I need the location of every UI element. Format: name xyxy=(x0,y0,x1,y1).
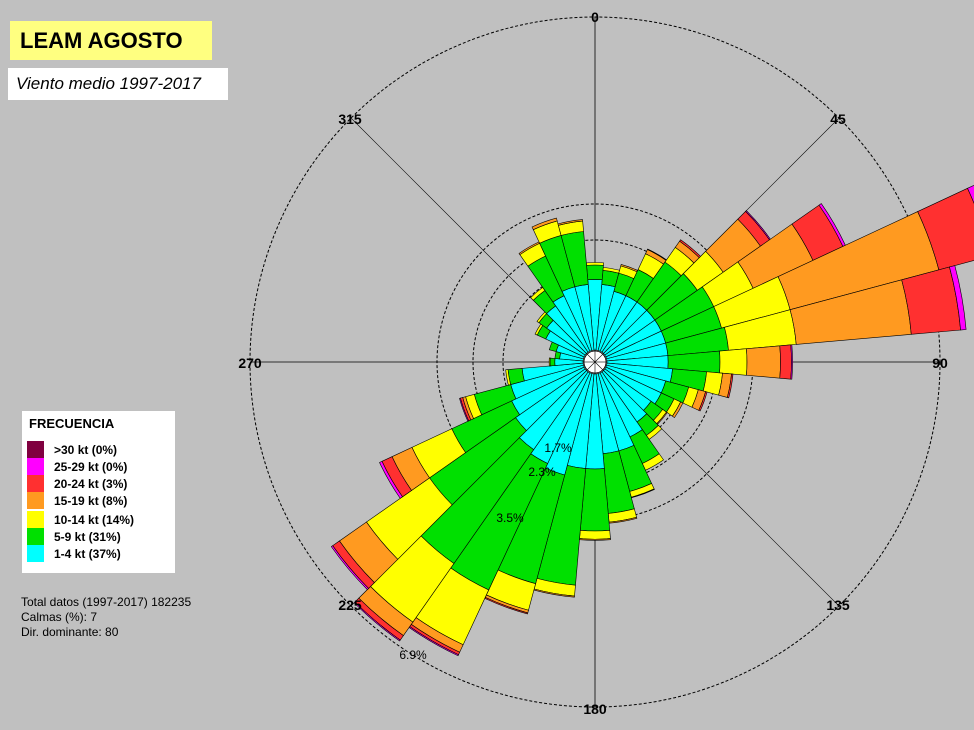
sector-270-class-2 xyxy=(548,357,551,367)
ring-label: 2.3% xyxy=(528,465,556,479)
sector-110-class-4 xyxy=(698,391,708,412)
direction-label-225: 225 xyxy=(338,597,362,613)
legend-item: 1-4 kt (37%) xyxy=(27,545,121,562)
sector-80-class-5 xyxy=(949,265,967,331)
chart-subtitle: Viento medio 1997-2017 xyxy=(8,68,228,100)
legend-label: 10-14 kt (14%) xyxy=(54,512,135,527)
legend-label: 25-29 kt (0%) xyxy=(54,459,128,474)
sector-0-class-1 xyxy=(586,264,604,281)
sector-180-class-2 xyxy=(579,530,611,540)
legend-swatch xyxy=(27,545,44,562)
sector-250-class-5 xyxy=(459,397,470,422)
legend-item: 5-9 kt (31%) xyxy=(27,528,121,545)
legend-swatch xyxy=(27,528,44,545)
direction-label-270: 270 xyxy=(238,355,262,371)
stats-calms: Calmas (%): 7 xyxy=(21,610,98,624)
legend-swatch xyxy=(27,458,44,475)
ring-label: 3.5% xyxy=(496,511,524,525)
sector-350-class-3 xyxy=(557,219,583,226)
legend-item: 10-14 kt (14%) xyxy=(27,511,134,528)
ring-label: 6.9% xyxy=(399,648,427,662)
sector-90-class-2 xyxy=(719,348,748,376)
stats-block: Total datos (1997-2017) 182235 Calmas (%… xyxy=(21,595,191,640)
chart-title: LEAM AGOSTO xyxy=(10,21,212,60)
legend-item: 25-29 kt (0%) xyxy=(27,458,127,475)
sector-240-class-5 xyxy=(379,460,403,499)
center-tick xyxy=(587,361,596,370)
sector-90-class-5 xyxy=(790,344,793,380)
legend: FRECUENCIA >30 kt (0%) 25-29 kt (0%) 20-… xyxy=(22,411,175,573)
sector-270-class-1 xyxy=(549,357,556,367)
legend-label: 1-4 kt (37%) xyxy=(54,546,121,561)
direction-label-45: 45 xyxy=(830,111,846,127)
center-tick xyxy=(587,354,596,363)
sector-90-class-3 xyxy=(746,345,781,379)
chart-direction-labels: 0 45 90 135 180 225 270 315 xyxy=(238,9,948,717)
sector-230-class-5 xyxy=(330,545,369,591)
direction-label-0: 0 xyxy=(591,9,599,25)
legend-item: 20-24 kt (3%) xyxy=(27,475,127,492)
chart-sectors xyxy=(330,184,974,657)
legend-item: 15-19 kt (8%) xyxy=(27,492,127,509)
sector-70-class-5 xyxy=(967,184,974,204)
stats-total: Total datos (1997-2017) 182235 xyxy=(21,595,192,609)
legend-item: >30 kt (0%) xyxy=(27,441,117,458)
direction-label-315: 315 xyxy=(338,111,362,127)
legend-swatch xyxy=(27,441,44,458)
chart-ring-labels: 1.7% 2.3% 3.5% 6.9% xyxy=(399,441,572,662)
sector-100-class-4 xyxy=(726,373,734,399)
sector-260-class-2 xyxy=(505,369,512,386)
center-tick xyxy=(594,361,603,370)
legend-label: 5-9 kt (31%) xyxy=(54,529,121,544)
center-tick xyxy=(594,354,603,363)
legend-swatch xyxy=(27,511,44,528)
sector-90-class-4 xyxy=(779,344,792,380)
direction-label-135: 135 xyxy=(826,597,850,613)
legend-label: 15-19 kt (8%) xyxy=(54,493,128,508)
legend-label: >30 kt (0%) xyxy=(54,442,118,457)
sector-340-class-3 xyxy=(531,217,558,231)
stats-dominant: Dir. dominante: 80 xyxy=(21,625,119,639)
direction-label-180: 180 xyxy=(583,701,607,717)
legend-label: 20-24 kt (3%) xyxy=(54,476,128,491)
sector-120-class-3 xyxy=(671,401,684,419)
legend-swatch xyxy=(27,492,44,509)
sector-220-class-5 xyxy=(353,601,401,642)
ring-label: 1.7% xyxy=(544,441,572,455)
direction-label-90: 90 xyxy=(932,355,948,371)
sector-0-class-2 xyxy=(586,262,604,266)
legend-swatch xyxy=(27,475,44,492)
legend-title: FRECUENCIA xyxy=(29,416,115,431)
